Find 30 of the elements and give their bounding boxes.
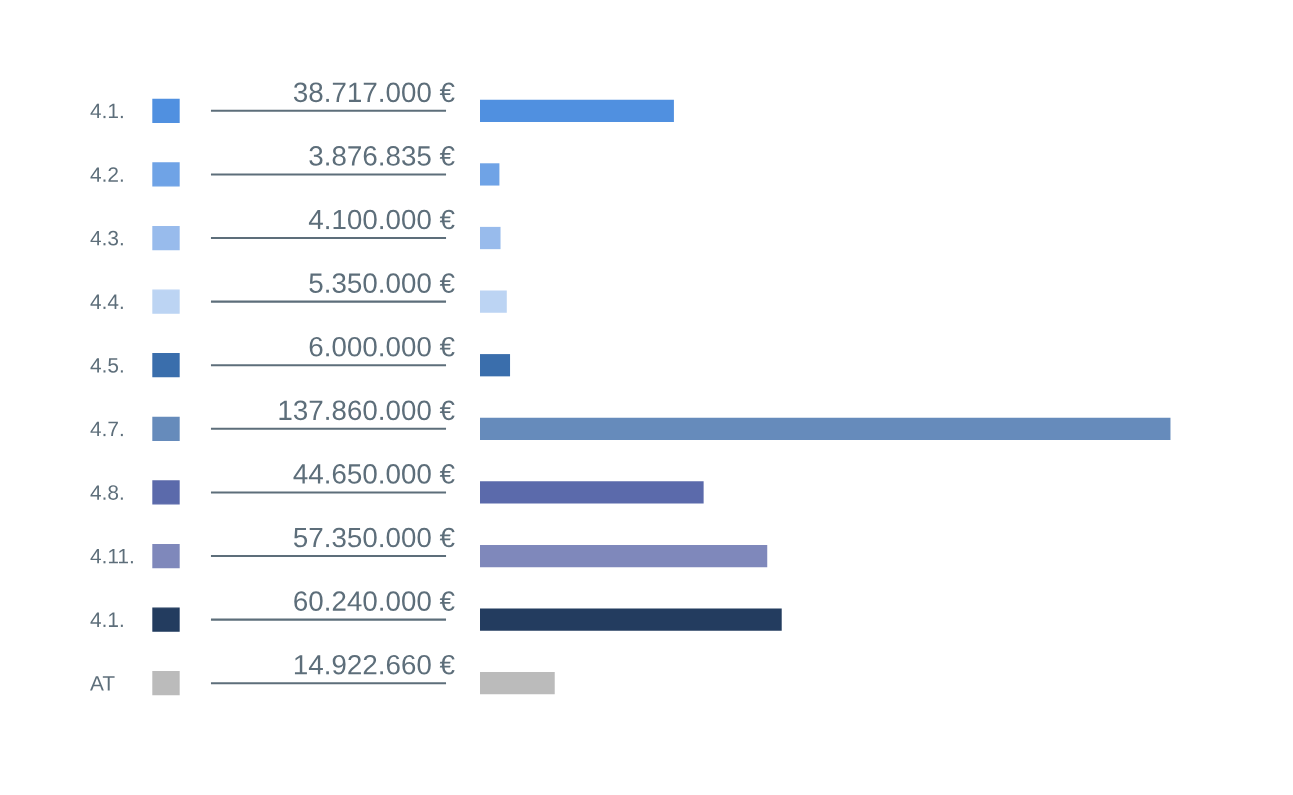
data-label: 6.000.000 €	[309, 336, 455, 357]
y-tick-label: 4.5.	[90, 358, 123, 373]
bar	[480, 99, 674, 122]
bar	[480, 163, 500, 186]
y-tick-label: 4.4.	[90, 294, 123, 309]
data-label: 44.650.000 €	[293, 464, 455, 484]
bar	[480, 226, 501, 250]
data-label: 4.100.000 €	[308, 209, 455, 230]
bar	[480, 354, 511, 377]
y-tick-label: 4.8.	[90, 485, 123, 500]
bar	[480, 608, 782, 631]
data-label: 3.876.835 €	[309, 146, 455, 166]
data-label: 60.240.000 €	[294, 591, 455, 611]
data-label: 14.922.660 €	[294, 654, 455, 675]
y-tick-label: 4.3.	[90, 230, 123, 246]
bar	[480, 481, 704, 504]
y-tick-label: 4.1.	[90, 612, 123, 627]
data-label: 57.350.000 €	[293, 527, 455, 548]
y-tick-label: AT	[90, 676, 115, 691]
bar	[480, 417, 1171, 440]
y-tick-label: 4.7.	[90, 421, 123, 437]
bar	[480, 290, 507, 313]
data-label: 137.860.000 €	[279, 400, 455, 421]
y-tick-label: 4.11.	[90, 548, 133, 564]
data-label: 38.717.000 €	[293, 82, 455, 103]
y-tick-label: 4.2.	[90, 167, 123, 182]
y-tick-label: 4.1.	[90, 103, 123, 119]
bar	[480, 672, 555, 695]
data-label: 5.350.000 €	[309, 273, 455, 293]
bar	[480, 544, 768, 568]
